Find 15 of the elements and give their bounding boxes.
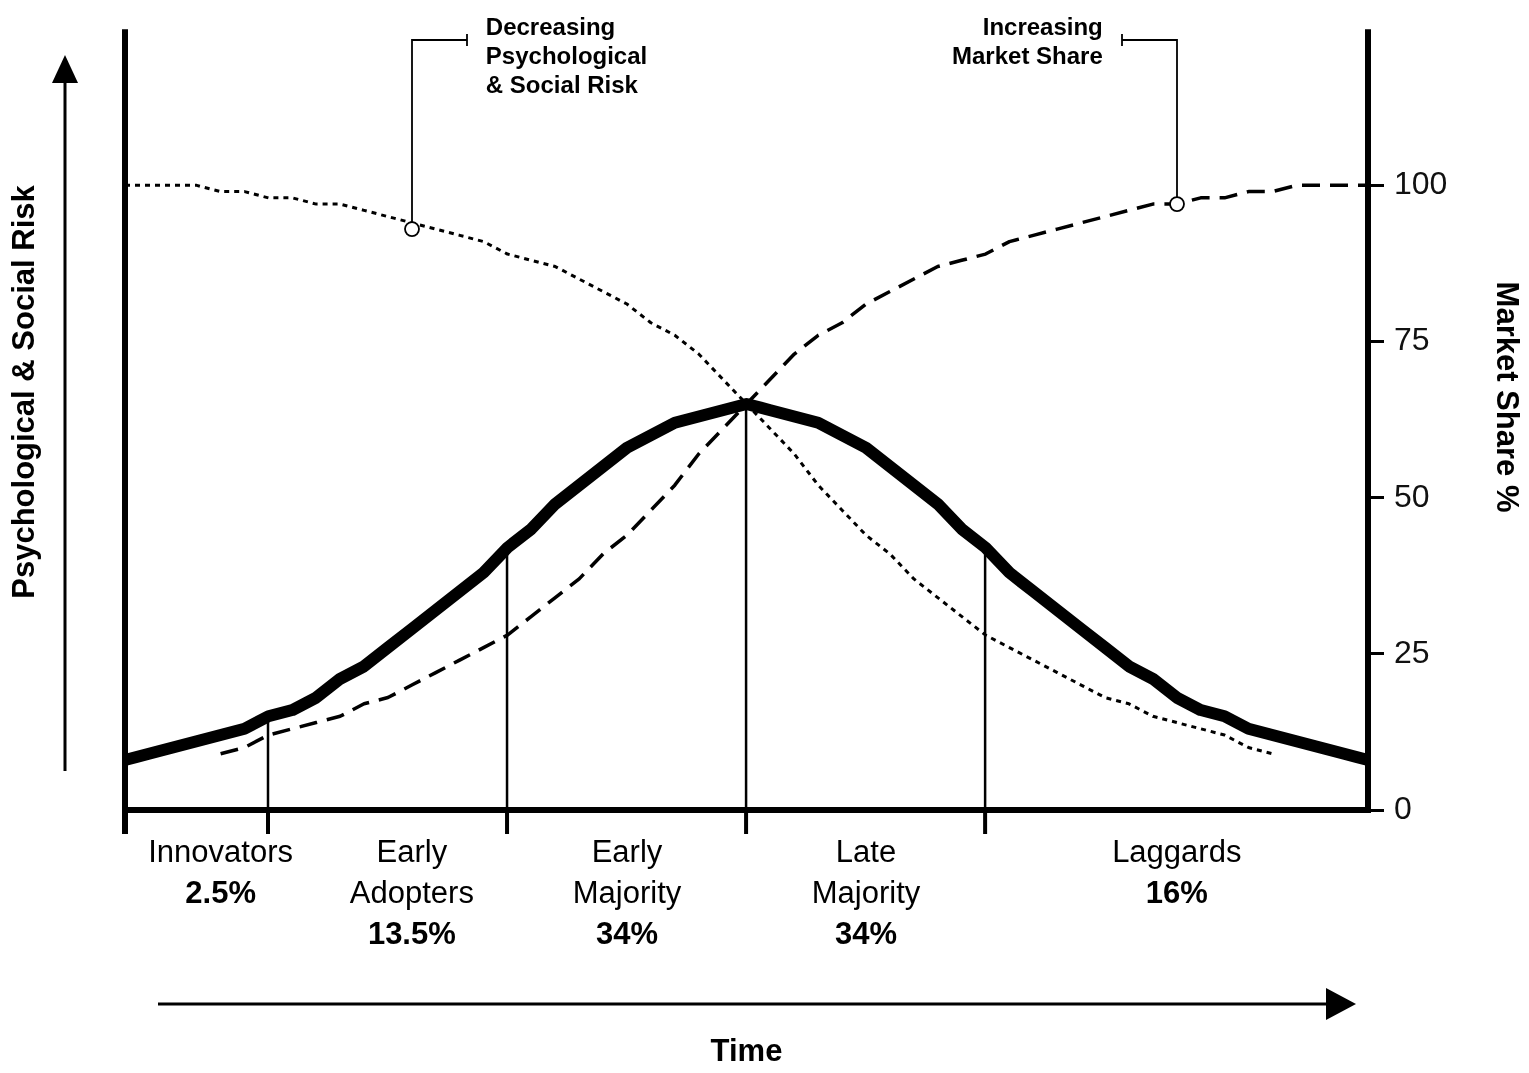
x-tick-label: Laggards 16% (1112, 834, 1242, 910)
annotation: Decreasing Psychological & Social Risk (485, 12, 648, 99)
y-tick-label: 0 (1394, 789, 1412, 826)
y-axis-title: Market Share % (1490, 281, 1525, 513)
text: Psychological & Social Risk (6, 184, 41, 599)
y-tick-label: 50 (1394, 477, 1430, 514)
x-tick-label: Late Majority 34% (811, 834, 921, 951)
y-tick-label: 25 (1394, 633, 1430, 670)
x-tick-label: Early Adopters 13.5% (349, 834, 474, 951)
y-tick-label: 75 (1394, 321, 1430, 358)
annotation: Increasing Market Share (952, 12, 1103, 70)
x-tick-label: Early Majority 34% (572, 834, 682, 951)
y-tick-label: 100 (1394, 165, 1448, 202)
x-axis-title: Time (710, 1033, 783, 1068)
x-tick-label: Innovators 2.5% (148, 834, 293, 910)
